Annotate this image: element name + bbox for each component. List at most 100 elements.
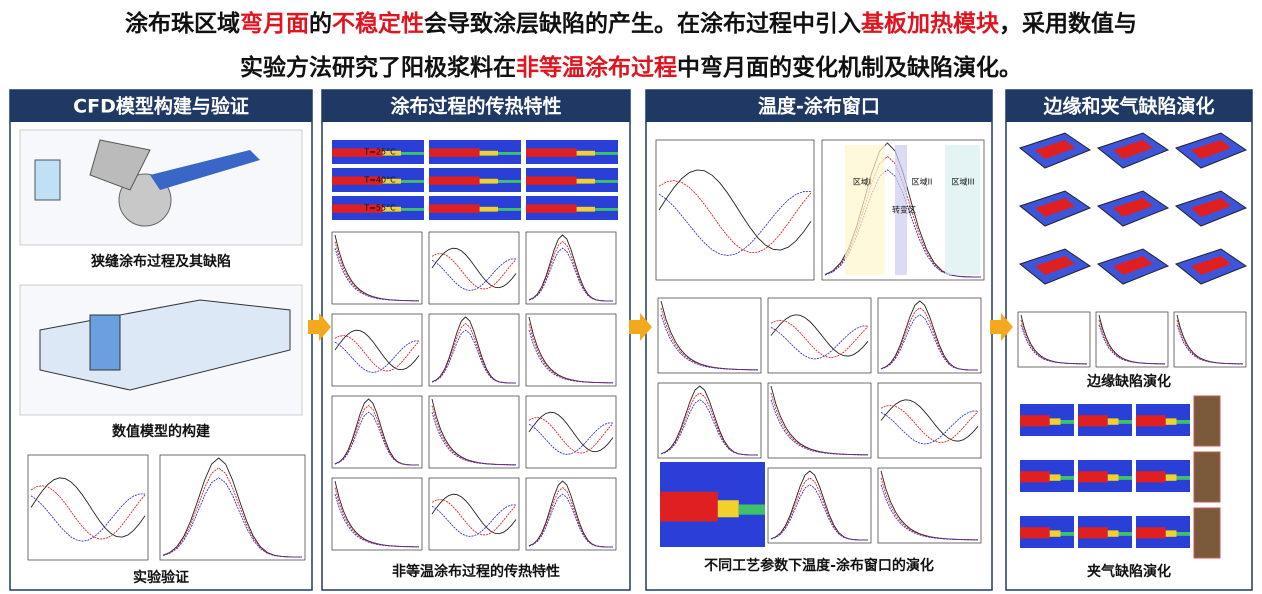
caption: 数值模型的构建 xyxy=(112,423,210,440)
mini-plot xyxy=(525,313,617,387)
panel-header xyxy=(322,90,630,122)
zone xyxy=(895,145,907,275)
contour-band xyxy=(1049,418,1061,425)
title-segment: 涂布珠区域 xyxy=(125,10,240,37)
mini-curve xyxy=(880,399,979,442)
title-segment: 基板加热模块 xyxy=(861,11,999,37)
contour-band xyxy=(1118,420,1132,424)
mini-curve xyxy=(660,392,759,456)
contour-band xyxy=(429,204,480,213)
mini-plot xyxy=(27,454,149,561)
mini-plot xyxy=(428,395,520,469)
contour-band xyxy=(1136,415,1166,427)
mini-plot xyxy=(331,477,423,551)
figure-label: 转变区 xyxy=(892,205,916,215)
contour-band xyxy=(1136,527,1166,539)
panel-heading: 边缘和夹气缺陷演化 xyxy=(1042,95,1214,118)
mini-curve xyxy=(528,493,614,548)
mini-curve xyxy=(528,411,614,453)
contour-band xyxy=(1118,476,1132,480)
panel-header xyxy=(1006,90,1252,122)
mini-curve xyxy=(528,417,614,454)
contour-band xyxy=(595,152,618,155)
mini-curve xyxy=(431,504,517,537)
mini-curve xyxy=(334,494,420,548)
defect-red xyxy=(1191,198,1231,217)
contour-band xyxy=(576,178,595,184)
die xyxy=(89,139,151,191)
mini-plot xyxy=(525,477,617,551)
contour-band xyxy=(1020,471,1050,483)
mini-plot xyxy=(767,467,872,544)
contour-band xyxy=(498,180,521,183)
contour-band xyxy=(382,206,401,212)
mini-plot xyxy=(331,231,423,305)
contour-band xyxy=(526,176,577,185)
contour-band xyxy=(401,208,424,211)
defect-red xyxy=(1035,256,1075,275)
contour-band xyxy=(332,204,383,213)
contour-band xyxy=(1165,474,1177,481)
zone xyxy=(845,145,885,275)
mini-curve xyxy=(528,247,614,302)
mini-plot xyxy=(877,467,982,544)
mini-curve xyxy=(334,329,420,371)
mini-plot xyxy=(525,395,617,469)
contour-band xyxy=(1165,530,1177,537)
mini-plot xyxy=(525,231,617,305)
contour-band xyxy=(401,152,424,155)
contour-band xyxy=(429,176,480,185)
contour-band xyxy=(576,206,595,212)
figure-label: T=40°C xyxy=(363,176,396,185)
contour-band xyxy=(332,176,383,185)
title-segment: 非等温涂布过程 xyxy=(516,54,677,81)
mini-plot xyxy=(1017,311,1091,368)
mini-curve xyxy=(162,477,303,558)
arrow xyxy=(308,313,331,341)
contour-band xyxy=(1078,471,1108,483)
panel-header xyxy=(10,90,312,122)
mini-curve xyxy=(660,314,759,371)
contour-band xyxy=(595,180,618,183)
contour-band xyxy=(1118,532,1132,536)
mini-curve xyxy=(1098,324,1166,365)
title-line: 实验方法研究了阳极浆料在非等温涂布过程中弯月面的变化机制及缺陷演化。 xyxy=(240,54,1022,81)
contour-band xyxy=(1049,474,1061,481)
photo xyxy=(1193,395,1221,447)
contour-band xyxy=(382,150,401,156)
contour-band xyxy=(1078,415,1108,427)
contour-band xyxy=(479,206,498,212)
contour-band xyxy=(479,150,498,156)
mini-plot xyxy=(428,231,520,305)
mini-curve xyxy=(528,330,614,384)
mini-plot xyxy=(331,395,423,469)
figure-label: 区域I xyxy=(853,177,871,187)
mini-plot xyxy=(1173,311,1247,368)
panel-heading: 温度-涂布窗口 xyxy=(758,95,880,118)
contour-band xyxy=(660,491,718,522)
model-inlet xyxy=(89,314,121,371)
figure-label: T=55°C xyxy=(363,204,396,213)
title-segment: ，采用数值与 xyxy=(999,10,1137,37)
mini-curve xyxy=(334,335,420,372)
contour-band xyxy=(1176,420,1190,424)
caption: 非等温涂布过程的传热特性 xyxy=(392,563,560,580)
mini-plot xyxy=(428,313,520,387)
defect-red xyxy=(1035,198,1075,217)
mini-curve xyxy=(770,484,869,541)
mini-curve xyxy=(658,169,812,251)
mini-curve xyxy=(1176,324,1244,365)
title-segment: 不稳定性 xyxy=(332,10,424,37)
mini-curve xyxy=(770,399,869,456)
photo xyxy=(1193,507,1221,559)
mini-curve xyxy=(30,477,146,538)
contour-band xyxy=(479,178,498,184)
contour-band xyxy=(1176,476,1190,480)
mini-curve xyxy=(824,169,982,278)
mini-curve xyxy=(770,477,869,541)
contour-band xyxy=(526,204,577,213)
mini-curve xyxy=(660,399,759,456)
contour-band xyxy=(1020,415,1050,427)
caption: 不同工艺参数下温度-涂布窗口的演化 xyxy=(704,557,934,574)
